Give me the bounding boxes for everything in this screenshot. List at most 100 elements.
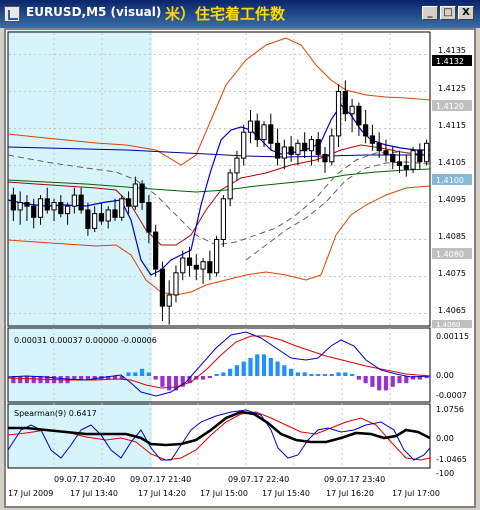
macd-histogram-bar — [383, 376, 389, 391]
candle-body — [159, 268, 166, 307]
price-tick-label: 1.4125 — [438, 84, 466, 93]
candle-body — [193, 264, 199, 270]
macd-histogram-bar — [221, 372, 226, 376]
spearman-panel[interactable] — [7, 403, 431, 469]
current-price-box — [432, 55, 472, 66]
close-button[interactable]: X — [458, 6, 474, 20]
time-label-lower: 17 Jul 15:40 — [262, 489, 310, 498]
moving-average-dashed-line — [7, 151, 431, 246]
price-level-box — [432, 174, 472, 185]
spearman-line — [8, 410, 431, 447]
window-titlebar[interactable]: EURUSD,M5 (visual) 米）住宅着工件数 _ □ X — [0, 0, 480, 28]
candle-body — [424, 142, 430, 163]
candle-body — [281, 146, 287, 159]
macd-histogram-bar — [234, 365, 240, 376]
candlestick-series[interactable] — [10, 80, 430, 325]
chart-frame[interactable]: 1.4135 1.4125 1.4115 1.4105 1.4095 1.408… — [4, 28, 476, 508]
candle-body — [220, 198, 226, 241]
moving-average-blue-line — [7, 146, 430, 158]
price-panel[interactable] — [7, 31, 431, 327]
price-tick-label: 1.4085 — [438, 232, 466, 241]
price-bottom-label: 1.4060 — [436, 321, 461, 329]
moving-average-dashed-line-2 — [245, 161, 431, 261]
candle-body — [85, 209, 91, 229]
macd-histogram-bar — [72, 376, 77, 380]
macd-histogram-bar — [261, 354, 267, 376]
moving-average-red-line — [7, 144, 431, 246]
candle-body — [173, 272, 179, 296]
candle-body — [227, 172, 233, 200]
candle-body — [274, 142, 281, 159]
macd-panel[interactable] — [7, 327, 431, 403]
time-label-upper: 09.07.17 22:40 — [228, 475, 289, 484]
candle-body — [329, 135, 335, 163]
macd-histogram-bar — [329, 374, 334, 376]
candle-body — [180, 257, 186, 274]
time-label-lower: 17 Jul 14:20 — [138, 489, 186, 498]
spearman-axis-label: 1.0756 — [436, 405, 464, 414]
time-label-lower: 17 Jul 13:40 — [70, 489, 118, 498]
moving-average-fast-line — [7, 104, 430, 276]
minimize-button[interactable]: _ — [422, 6, 438, 20]
candle-body — [241, 131, 247, 159]
candle-body — [356, 105, 362, 126]
candle-body — [247, 120, 254, 133]
candle-body — [186, 257, 193, 266]
candle-body — [98, 213, 105, 222]
macd-histogram-bar — [363, 376, 368, 384]
macd-histogram-bar — [207, 376, 212, 378]
macd-histogram-bar — [126, 372, 131, 376]
spearman-header: Spearman(9) 0.6417 — [14, 409, 97, 418]
macd-axis-label: 0.00115 — [436, 332, 469, 341]
candle-body — [322, 153, 328, 163]
macd-signal-blue-line — [7, 331, 431, 397]
time-label-lower: 17 Jul 17:00 — [392, 489, 440, 498]
chart-canvas[interactable]: 1.4135 1.4125 1.4115 1.4105 1.4095 1.408… — [6, 30, 478, 510]
spearman-signal-blue-line — [7, 409, 431, 461]
macd-histogram-bar — [424, 376, 429, 379]
price-level-label: 1.4100 — [436, 176, 464, 185]
candle-body — [10, 194, 16, 211]
candle-body — [410, 150, 416, 170]
macd-histogram-bar — [356, 376, 361, 380]
spearman-axis-label: 0.00 — [436, 434, 454, 443]
candle-body — [17, 202, 23, 211]
macd-histogram-bar — [119, 376, 124, 380]
macd-histogram-bar — [31, 376, 36, 384]
spearman-axis-label: -1.0465 — [436, 455, 467, 464]
candle-body — [349, 105, 355, 115]
macd-histogram-bar — [417, 376, 422, 380]
price-tick-label: 1.4075 — [438, 269, 466, 278]
macd-axis-label: -0.0007 — [436, 391, 467, 400]
candle-body — [383, 150, 389, 155]
macd-histogram-bar — [404, 376, 409, 384]
macd-histogram-bar — [410, 376, 416, 380]
price-level-label: 1.4120 — [436, 102, 464, 111]
price-indicators — [7, 37, 431, 296]
macd-histogram-bar — [370, 376, 375, 387]
macd-histogram-bar — [390, 376, 395, 387]
candle-body — [132, 183, 138, 207]
macd-histogram-bar — [187, 376, 192, 384]
bollinger-upper-line — [7, 37, 431, 166]
macd-histogram-bar — [336, 372, 341, 376]
candle-body — [146, 202, 152, 233]
candle-body — [166, 294, 172, 307]
chart-window-icon[interactable] — [4, 6, 20, 22]
candle-body — [342, 91, 348, 115]
macd-histogram-bar — [106, 376, 111, 380]
candle-body — [396, 161, 403, 167]
candle-body — [200, 261, 206, 270]
spearman-signal-red-line — [7, 411, 431, 461]
price-level-box — [432, 248, 472, 259]
spearman-axis-label: -100 — [436, 469, 454, 478]
macd-histogram-bar — [133, 372, 138, 376]
macd-histogram-bar — [309, 374, 314, 376]
restore-button[interactable]: □ — [440, 6, 456, 20]
macd-histogram-bar — [302, 372, 307, 376]
macd-histogram-bar — [85, 376, 91, 380]
macd-histogram-bar — [343, 372, 348, 376]
candle-body — [295, 142, 301, 155]
macd-histogram-bar — [228, 368, 233, 376]
candle-body — [31, 205, 37, 218]
